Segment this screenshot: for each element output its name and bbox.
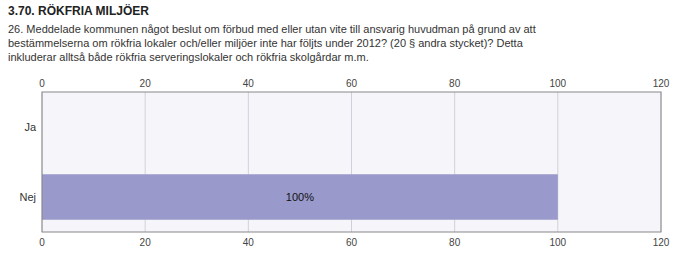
y-tick-label: Ja	[24, 121, 37, 133]
x-tick-label: 100	[549, 237, 566, 248]
x-tick-label: 20	[140, 237, 152, 248]
plot-frame	[42, 92, 661, 232]
subtitle-line: 26. Meddelade kommunen något beslut om f…	[8, 23, 536, 35]
x-tick-label-top: 60	[346, 78, 358, 89]
subtitle-line: bestämmelserna om rökfria lokaler och/el…	[8, 37, 524, 49]
bar	[42, 174, 558, 220]
x-tick-label: 60	[346, 237, 358, 248]
x-tick-label: 120	[653, 237, 670, 248]
subtitle-line: inkluderar alltså både rökfria servering…	[8, 51, 369, 63]
x-tick-label-top: 120	[653, 78, 670, 89]
bars	[42, 174, 558, 220]
x-tick-label-top: 20	[140, 78, 152, 89]
x-tick-label-top: 80	[449, 78, 461, 89]
y-tick-label: Nej	[19, 191, 36, 203]
chart-container: 3.70. RÖKFRIA MILJÖER 26. Meddelade kommu…	[0, 0, 681, 261]
x-tick-label: 0	[39, 237, 45, 248]
x-tick-label-top: 40	[243, 78, 255, 89]
data-labels: 100%	[286, 191, 314, 203]
grid	[42, 92, 661, 232]
x-tick-label-top: 100	[549, 78, 566, 89]
chart: 3.70. RÖKFRIA MILJÖER 26. Meddelade kommu…	[0, 0, 681, 261]
x-tick-label-top: 0	[39, 78, 45, 89]
title: 3.70. RÖKFRIA MILJÖER	[8, 3, 149, 18]
data-label: 100%	[286, 191, 314, 203]
x-tick-label: 80	[449, 237, 461, 248]
x-tick-label: 40	[243, 237, 255, 248]
plot-background	[42, 92, 661, 232]
